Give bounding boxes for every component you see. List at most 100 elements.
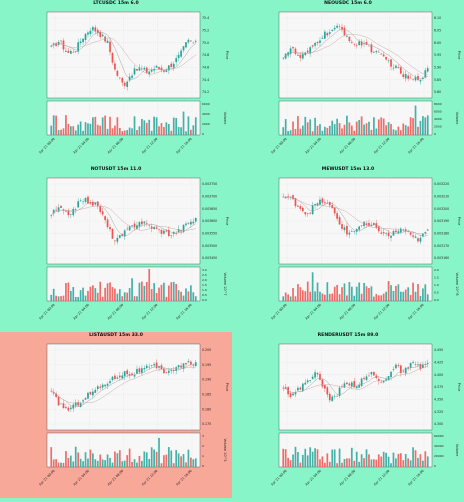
- volume-bar: [377, 454, 380, 467]
- candle-body: [380, 53, 383, 55]
- volume-bar: [50, 125, 53, 135]
- candle-body: [324, 385, 326, 389]
- candle-body: [109, 381, 111, 384]
- volume-bar: [145, 281, 148, 301]
- volume-bar: [167, 124, 170, 135]
- volume-bar: [419, 295, 422, 301]
- volume-bar: [94, 459, 97, 467]
- candle-body: [74, 402, 77, 406]
- volume-bar: [358, 461, 361, 467]
- volume-bar: [348, 122, 351, 135]
- volume-bar: [309, 119, 312, 135]
- candle-body: [163, 368, 165, 374]
- volume-bar: [306, 281, 309, 301]
- candle-body: [316, 203, 319, 206]
- candle-body: [143, 67, 146, 70]
- candle-body: [375, 223, 378, 228]
- volume-bar: [314, 291, 316, 301]
- volume-bar: [287, 457, 289, 467]
- price-tick-label: 0.003160: [434, 256, 449, 260]
- volume-bar: [397, 284, 400, 301]
- candle-body: [326, 32, 329, 36]
- candle-body: [368, 45, 370, 47]
- candle-body: [399, 228, 402, 233]
- candle-body: [299, 206, 302, 209]
- candle-body: [84, 33, 87, 40]
- volume-bar: [375, 128, 378, 135]
- candle-body: [148, 366, 151, 368]
- volume-bar: [99, 454, 102, 467]
- volume-bar: [341, 128, 343, 135]
- volume-bar: [287, 131, 289, 135]
- volume-bar: [155, 451, 158, 467]
- volume-bar: [123, 130, 126, 135]
- volume-bar: [187, 116, 190, 135]
- candle-body: [373, 372, 375, 376]
- candle-body: [153, 364, 155, 366]
- candle-body: [404, 229, 407, 232]
- candle-body: [65, 407, 67, 409]
- volume-bar: [143, 285, 146, 301]
- candle-body: [82, 38, 84, 43]
- volume-bar: [289, 296, 292, 301]
- candle-body: [301, 207, 304, 212]
- volume-bar: [153, 283, 155, 301]
- volume-bar: [380, 117, 383, 135]
- candle-body: [353, 43, 356, 45]
- candle-body: [395, 364, 397, 369]
- x-tick-label: Apr 21 16:00: [175, 303, 193, 321]
- candle-body: [426, 362, 429, 364]
- candle-body: [375, 375, 378, 379]
- candle-body: [170, 235, 173, 236]
- candle-body: [419, 363, 422, 370]
- candle-body: [412, 362, 414, 364]
- candle-body: [417, 364, 419, 366]
- volume-bar: [52, 288, 55, 301]
- volume-tick-label: 20000: [434, 454, 444, 458]
- volume-bar: [182, 295, 185, 301]
- candle-body: [160, 67, 163, 71]
- candle-body: [282, 387, 285, 389]
- x-tick-label: Apr 21 08:00: [339, 303, 357, 321]
- candle-body: [104, 384, 106, 387]
- candle-body: [72, 208, 75, 216]
- price-tick-label: 6.05: [434, 28, 441, 32]
- chart-panel-mewusdt: MEWUSDT 15m 13.0 Apr 21 00:00 Apr 21 04:0…: [232, 166, 464, 332]
- candle-body: [69, 50, 72, 54]
- volume-bar: [426, 294, 429, 301]
- candle-body: [387, 60, 390, 62]
- candle-body: [143, 368, 146, 370]
- volume-bar: [153, 116, 155, 135]
- candle-body: [69, 407, 72, 410]
- candle-body: [121, 375, 124, 379]
- volume-bar: [79, 290, 82, 301]
- volume-bar: [284, 119, 287, 135]
- candle-body: [294, 392, 297, 395]
- volume-tick-label: 0: [434, 132, 436, 136]
- candle-body: [380, 382, 383, 384]
- volume-bar: [118, 128, 121, 135]
- candle-body: [104, 216, 106, 221]
- volume-bar: [158, 287, 160, 301]
- candle-body: [390, 235, 392, 238]
- candle-body: [304, 382, 307, 385]
- candle-body: [282, 196, 285, 198]
- volume-bar: [282, 127, 285, 135]
- candle-body: [397, 365, 400, 367]
- volume-tick-label: 1.0: [434, 283, 439, 287]
- volume-tick-label: 8000: [434, 102, 442, 106]
- volume-bar: [319, 124, 321, 135]
- volume-bar: [194, 117, 197, 135]
- candle-body: [338, 387, 341, 396]
- candle-body: [422, 77, 424, 79]
- volume-bar: [422, 116, 424, 135]
- candle-body: [282, 57, 285, 59]
- volume-tick-label: 2.0: [202, 278, 207, 282]
- candle-body: [350, 382, 353, 387]
- moving-average-line: [283, 34, 428, 75]
- volume-bar: [424, 451, 427, 467]
- volume-bar: [346, 115, 348, 135]
- candle-body: [145, 223, 148, 224]
- volume-axis-label: Volume 10^7: [223, 272, 227, 295]
- candle-body: [74, 209, 77, 210]
